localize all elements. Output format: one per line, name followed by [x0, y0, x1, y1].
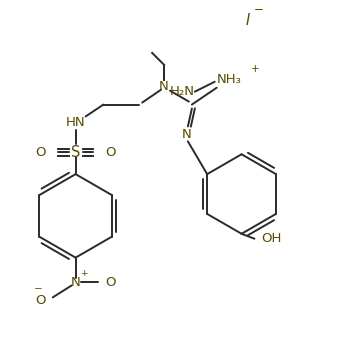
Text: NH₃: NH₃: [217, 73, 241, 86]
Text: N: N: [182, 128, 192, 141]
Text: OH: OH: [261, 232, 282, 245]
Text: HN: HN: [66, 116, 85, 129]
Text: O: O: [105, 276, 116, 289]
Text: I: I: [245, 13, 250, 28]
Text: N: N: [159, 80, 169, 93]
Text: −: −: [253, 3, 263, 16]
Text: −: −: [34, 284, 42, 294]
Text: O: O: [105, 146, 116, 159]
Text: +: +: [81, 268, 88, 277]
Text: O: O: [35, 146, 46, 159]
Text: N: N: [71, 276, 81, 289]
Text: H₂N: H₂N: [170, 85, 195, 98]
Text: +: +: [250, 64, 259, 74]
Text: O: O: [35, 294, 46, 307]
Text: S: S: [71, 145, 80, 160]
